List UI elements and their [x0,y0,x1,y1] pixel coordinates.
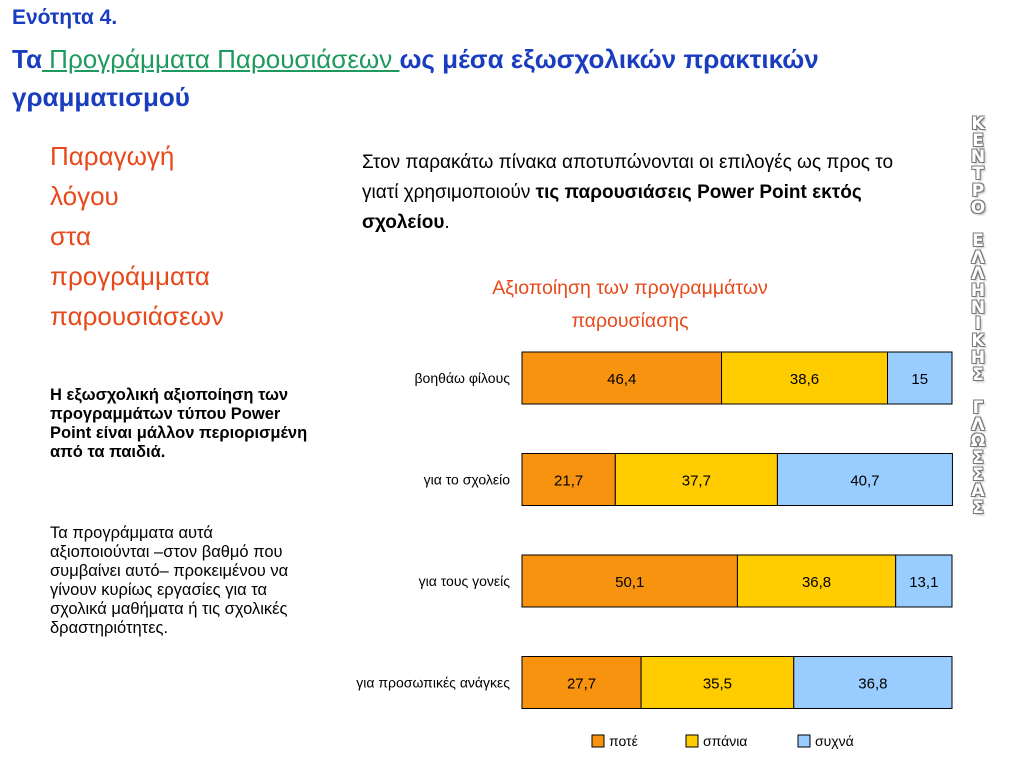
watermark-letter: Η [970,281,986,302]
watermark-letter: Σ [972,498,984,519]
watermark-letter: Ι [974,314,982,335]
bar-segment [887,351,953,405]
side-summary-body: Τα προγράμματα αυτά αξιοποιούνται –στον … [50,524,289,637]
watermark-letter: Σ [972,464,984,485]
intro-end: . [444,212,450,233]
data-label: 50,1 [615,574,644,591]
category-label: για το σχολείο [424,472,511,488]
watermark-letter: Κ [971,331,985,352]
watermark-letter: Λ [971,264,985,285]
watermark-letter: Λ [971,247,985,268]
intro-bold: τις παρουσιάσεις Power Point εκτός σχολε… [362,182,862,233]
bar-segment [521,351,723,405]
watermark-letter: Ν [970,297,986,318]
legend-swatch [797,734,811,748]
page-title: Τα Προγράμματα Παρουσιάσεων ως μέσα εξωσ… [12,40,992,116]
watermark-letter: Ρ [971,180,985,201]
watermark-letter: Τ [972,164,984,185]
data-label: 21,7 [554,473,583,490]
legend-swatch [591,734,605,748]
data-label: 36,8 [802,574,831,591]
section-label: Ενότητα 4. [12,6,118,29]
side-heading-line: Παραγωγή [50,141,175,171]
watermark-letter: Ο [970,197,986,218]
data-label: 37,7 [682,473,711,490]
data-label: 35,5 [703,676,732,693]
bar-segment [521,554,738,608]
data-label: 15 [911,371,928,388]
title-suffix: ως μέσα εξωσχολικών πρακτικών γραμματισμ… [12,44,819,112]
chart-title: Αξιοποίηση των προγραμμάτων παρουσίασης [420,272,840,338]
data-label: 40,7 [850,473,879,490]
watermark-letter: Κ [971,114,985,134]
legend-swatch [685,734,699,748]
chart-title-line: παρουσίασης [571,310,689,332]
chart-title-line: Αξιοποίηση των προγραμμάτων [492,277,768,299]
data-label: 46,4 [607,371,636,388]
watermark-letter: Λ [971,414,985,435]
watermark-letter: Ε [972,130,984,151]
bar-segment [736,554,897,608]
side-heading-line: λόγου [50,181,119,211]
bar-segment [640,656,795,709]
title-prefix: Τα [12,44,42,74]
side-heading: Παραγωγή λόγου στα προγράμματα παρουσιάσ… [50,136,320,336]
category-label: για τους γονείς [419,573,511,589]
legend-label: ποτέ [609,733,638,749]
watermark-letter: Η [970,347,986,368]
watermark-letter: Ε [972,230,984,251]
stacked-bar-chart: βοηθάω φίλους 46,4 38,6 15 για το σχολείο 21,… [356,351,953,749]
watermark-letter: Σ [972,364,984,385]
data-label: 27,7 [567,676,596,693]
category-label: βοηθάω φίλους [415,370,511,386]
intro-text: Στον παρακάτω πίνακα αποτυπώνονται οι επ… [362,152,894,203]
watermark-letter: Ν [970,147,986,168]
title-link[interactable]: Προγράμματα Παρουσιάσεων [41,44,400,74]
watermark-letter: Γ [972,397,984,418]
side-heading-line: στα [50,221,91,251]
category-label: για προσωπικές ανάγκες [356,675,510,691]
bar-segment [895,554,953,608]
legend-label: συχνά [815,733,854,749]
watermark-letter: Ω [970,431,986,452]
watermark-letter: Σ [972,448,984,469]
legend-label: σπάνια [703,733,747,749]
side-heading-line: προγράμματα [50,261,210,291]
side-heading-line: παρουσιάσεων [50,301,224,331]
bar-segment [776,453,953,506]
data-label: 13,1 [909,574,938,591]
bar-segment [521,453,616,506]
watermark-letter: Α [971,481,985,502]
data-label: 38,6 [790,371,819,388]
intro-paragraph: Στον παρακάτω πίνακα αποτυπώνονται οι επ… [362,148,922,238]
bar-segment [521,656,642,709]
side-summary-bold: Η εξωσχολική αξιοποίηση των προγραμμάτων… [50,386,308,461]
bar-segment [721,351,888,405]
bar-segment [793,656,953,709]
data-label: 36,8 [858,676,887,693]
